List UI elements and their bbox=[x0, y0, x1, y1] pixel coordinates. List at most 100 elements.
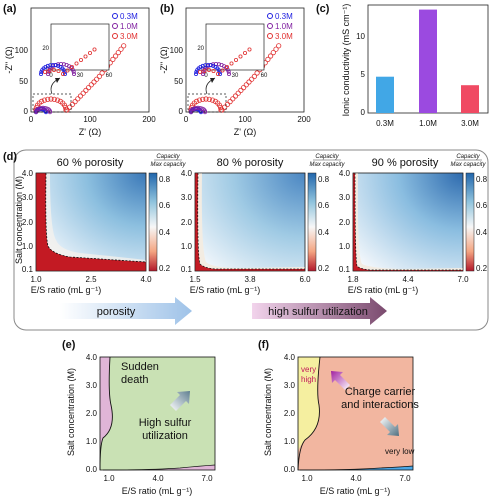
marker-10M bbox=[46, 107, 51, 112]
marker-3M bbox=[110, 56, 116, 63]
marker-10M bbox=[38, 105, 43, 111]
heat-ytick-90-0: 4.0 bbox=[339, 169, 351, 178]
marker-3M bbox=[67, 104, 73, 110]
ylabel-d: Salt concentration (M) bbox=[14, 176, 24, 264]
colorbar-tick-90-1: 0.6 bbox=[476, 201, 488, 210]
inset-marker-03M bbox=[39, 72, 44, 77]
heat-xlabel-60: E/S ratio (mL g⁻¹) bbox=[31, 285, 101, 295]
heat-xtick-80-2: 6.0 bbox=[299, 275, 311, 284]
colorbar-80: Capacity Max capacity 0.8 0.6 0.4 0.2 bbox=[307, 154, 346, 273]
panel-f: (f) Salt concentration (M) 4.0 3.0 2.0 1… bbox=[258, 339, 419, 496]
colorbar-den-80: Max capacity bbox=[309, 162, 345, 168]
marker-3M bbox=[238, 87, 244, 94]
colorbar-bar-90 bbox=[465, 172, 475, 272]
colorbar-den-90: Max capacity bbox=[450, 162, 486, 168]
inset-marker-3M bbox=[74, 61, 79, 66]
xtick-b-1: 100 bbox=[238, 115, 252, 124]
heatmap-field-90 bbox=[352, 172, 464, 272]
marker-10M bbox=[191, 106, 197, 111]
marker-3M bbox=[115, 49, 121, 56]
inset-marker-3M bbox=[47, 69, 52, 74]
heatmap-frame-80 bbox=[194, 172, 306, 272]
heat-ytick-60-1: 3.0 bbox=[22, 193, 34, 202]
e-xtick-1: 4.0 bbox=[152, 474, 164, 483]
marker-3M bbox=[273, 46, 279, 52]
inset-marker-3M bbox=[197, 70, 202, 75]
f-charge-2: and interactions bbox=[341, 399, 419, 411]
legend-marker-10M-a bbox=[112, 23, 118, 29]
heat-xlabel-90: E/S ratio (mL g⁻¹) bbox=[348, 285, 418, 295]
inset-marker-03M bbox=[205, 63, 210, 68]
marker-3M bbox=[235, 90, 241, 96]
marker-3M bbox=[38, 98, 45, 105]
e-frame bbox=[99, 356, 216, 471]
inset-marker-3M bbox=[229, 61, 234, 66]
f-veryhigh-2: high bbox=[301, 375, 316, 384]
ytick-b-2: 100 bbox=[170, 46, 184, 55]
inset-marker-3M bbox=[52, 68, 57, 73]
marker-3M bbox=[96, 73, 103, 80]
inset-marker-10M bbox=[226, 69, 231, 74]
colorbar-bar-80 bbox=[307, 172, 317, 272]
inset-marker-3M bbox=[242, 51, 247, 56]
heat-xtick-90-2: 7.0 bbox=[457, 275, 469, 284]
e-ytick-1: 3.0 bbox=[86, 381, 98, 390]
marker-3M bbox=[265, 56, 271, 63]
xtick-c-2: 3.0M bbox=[461, 119, 479, 128]
colorbar-tick-90-0: 0.8 bbox=[476, 175, 488, 184]
inset-marker-3M bbox=[202, 69, 207, 74]
ylabel-a: -Z'' (Ω) bbox=[4, 46, 14, 73]
legend-marker-03M-a bbox=[112, 13, 118, 19]
e-ytick-2: 2.0 bbox=[86, 409, 98, 418]
porosity-arrow: porosity bbox=[60, 297, 192, 325]
f-boundary-left bbox=[297, 356, 321, 471]
inset-xtick-a-0: 0 bbox=[49, 73, 53, 79]
ylabel-b: -Z'' (Ω) bbox=[159, 46, 169, 73]
colorbar-60: Capacity Max capacity 0.8 0.6 0.4 0.2 bbox=[148, 154, 187, 273]
sulfur-arrow: high sulfur utilization bbox=[252, 297, 387, 325]
marker-3M bbox=[51, 96, 57, 102]
e-sudden-1: Sudden bbox=[121, 361, 159, 373]
ytick-c-5: 5 bbox=[361, 70, 366, 79]
inset-marker-3M bbox=[61, 72, 66, 77]
panel-d: (d) Salt concentration (M) 60 % porosity… bbox=[3, 149, 489, 331]
panel-label-e: (e) bbox=[62, 339, 76, 351]
f-ytick-3: 1.0 bbox=[284, 437, 296, 446]
legend-a: 0.3M 1.0M 3.0M bbox=[112, 12, 138, 41]
bar-3.0M bbox=[461, 85, 479, 113]
marker-3M bbox=[216, 102, 223, 108]
marker-3M bbox=[194, 98, 200, 105]
colorbar-tick-60-2: 0.4 bbox=[159, 228, 171, 237]
inset-marker-3M bbox=[238, 54, 243, 59]
e-pink-region bbox=[100, 357, 113, 450]
marker-3M bbox=[45, 96, 51, 102]
e-xtick-0: 1.0 bbox=[103, 474, 115, 483]
inset-ytick-b-1: 20 bbox=[197, 46, 204, 52]
plot-frame-b bbox=[185, 7, 305, 113]
marker-3M bbox=[99, 70, 105, 76]
panel-c: (c) Ionic conductivity (mS cm⁻¹) 0 5 10 … bbox=[316, 3, 489, 128]
marker-3M bbox=[77, 93, 84, 99]
xlabel-b: Z' (Ω) bbox=[234, 127, 256, 137]
inset-marker-3M bbox=[43, 70, 48, 75]
panel-d-border bbox=[13, 149, 489, 331]
marker-3M bbox=[249, 76, 255, 82]
f-yellow-region bbox=[298, 357, 320, 452]
xtick-a-0: 0 bbox=[29, 115, 34, 124]
heatmap-title-60: 60 % porosity bbox=[57, 157, 124, 169]
heat-ytick-60-4: 0.1 bbox=[22, 265, 34, 274]
legend-label-30M-b: 3.0M bbox=[275, 32, 293, 41]
marker-3M bbox=[91, 79, 97, 85]
f-ytick-2: 2.0 bbox=[284, 409, 296, 418]
heat-ytick-90-2: 2.0 bbox=[339, 218, 351, 227]
bars-c bbox=[376, 9, 479, 114]
f-veryhigh-1: very bbox=[301, 365, 316, 374]
panel-label-f: (f) bbox=[258, 339, 269, 351]
f-verylow: very low bbox=[385, 447, 415, 456]
e-boundary-left bbox=[99, 356, 113, 471]
inset-marker-10M bbox=[71, 69, 76, 74]
heatmap-frame-60 bbox=[35, 172, 147, 272]
marker-10M bbox=[197, 105, 203, 111]
f-blue-region bbox=[298, 466, 413, 470]
